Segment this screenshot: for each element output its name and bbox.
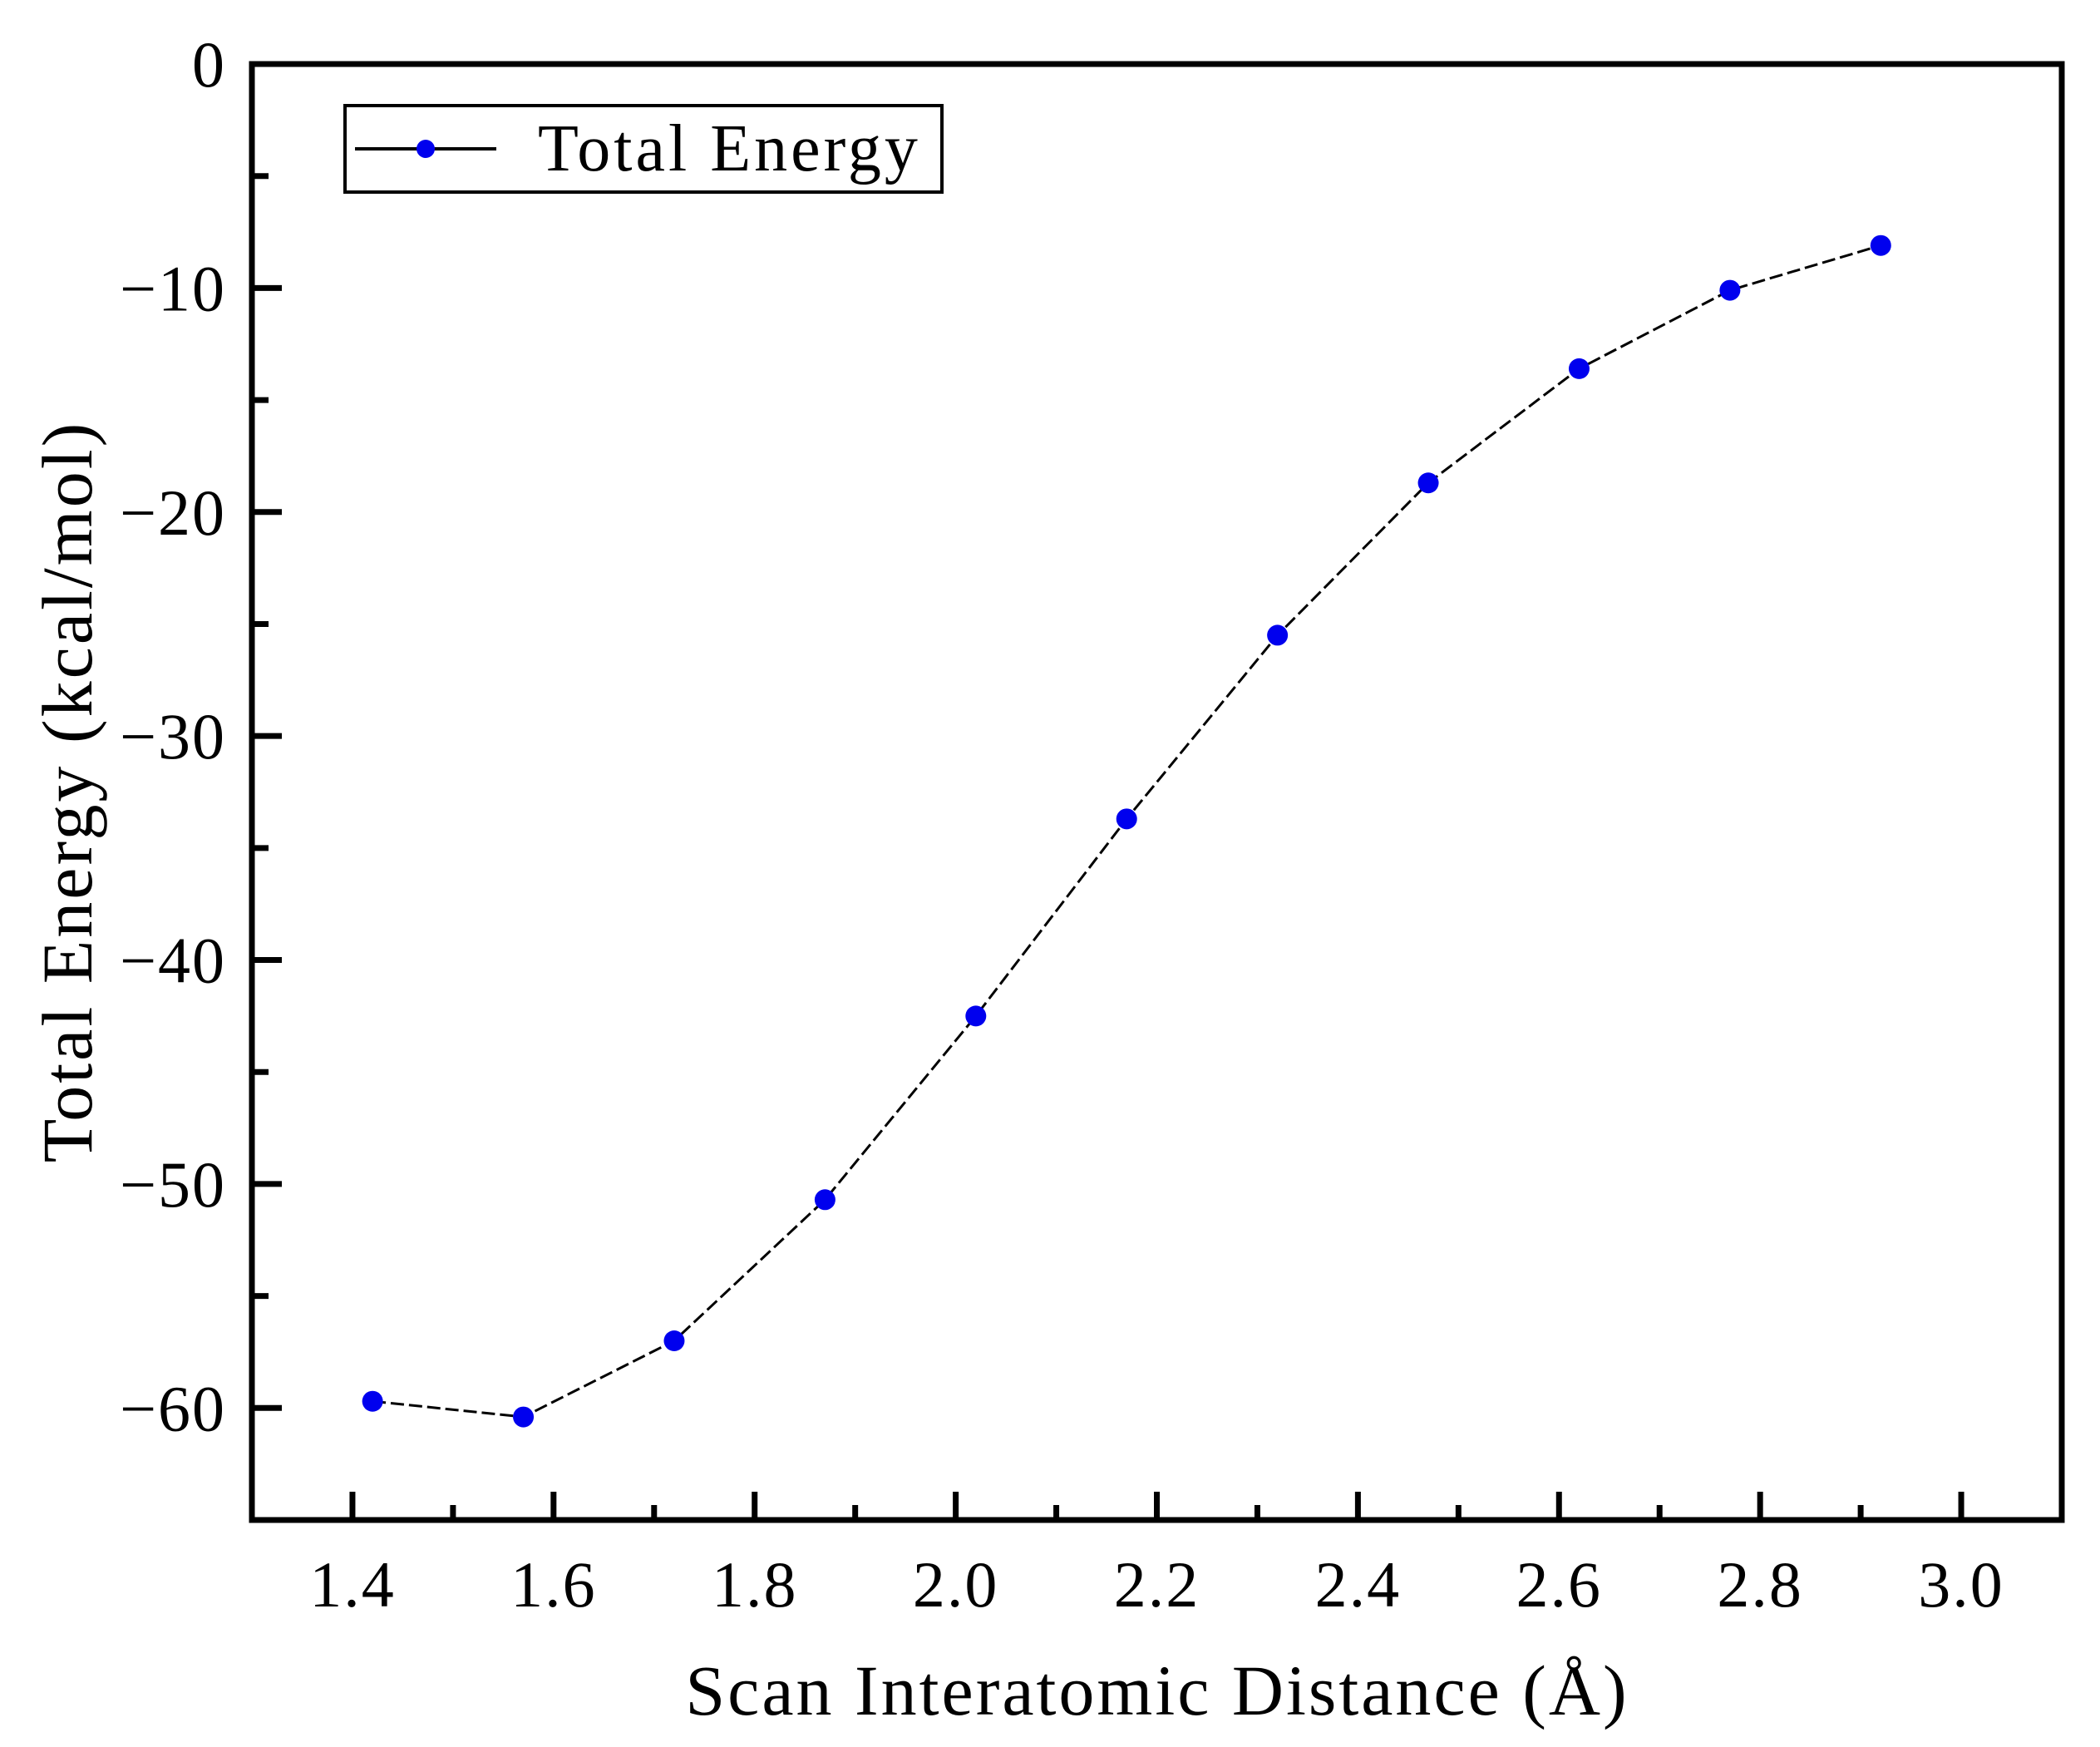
x-tick-label: 3.0 — [1918, 1548, 2004, 1621]
x-tick-label: 2.0 — [913, 1548, 999, 1621]
y-tick-label: 0 — [192, 28, 226, 101]
legend-line-marker-sample — [355, 140, 496, 158]
legend-label: Total Energy — [538, 112, 921, 185]
data-point-marker — [1870, 234, 1891, 256]
legend-sample-marker-icon — [417, 140, 435, 158]
x-tick-label: 1.8 — [712, 1548, 798, 1621]
y-tick-label: −20 — [120, 476, 226, 549]
x-tick-label: 1.6 — [510, 1548, 597, 1621]
y-tick-label: −40 — [120, 925, 226, 997]
y-tick-label: −30 — [120, 700, 226, 772]
data-point-marker — [814, 1189, 836, 1211]
series-line — [372, 244, 1881, 1419]
legend-box: Total Energy — [343, 104, 944, 194]
data-point-marker — [1267, 624, 1289, 646]
y-axis-title: Total Energy (kcal/mol) — [27, 421, 107, 1162]
x-tick-label: 1.4 — [309, 1548, 396, 1621]
data-point-marker — [1568, 358, 1590, 379]
data-point-marker — [362, 1390, 383, 1412]
x-tick-label: 2.8 — [1717, 1548, 1803, 1621]
data-point-marker — [1719, 279, 1741, 301]
x-axis-title: Scan Interatomic Distance (Å) — [685, 1651, 1629, 1730]
data-point-marker — [1116, 808, 1137, 830]
data-point-marker — [513, 1406, 535, 1428]
y-tick-label: −60 — [120, 1372, 226, 1444]
data-point-marker — [663, 1330, 685, 1351]
x-tick-label: 2.6 — [1516, 1548, 1603, 1621]
data-point-marker — [1417, 472, 1439, 494]
x-tick-label: 2.4 — [1315, 1548, 1402, 1621]
plot-frame — [249, 61, 2065, 1523]
data-point-marker — [965, 1005, 987, 1027]
y-tick-label: −50 — [120, 1148, 226, 1221]
x-tick-label: 2.2 — [1114, 1548, 1200, 1621]
y-tick-label: −10 — [120, 252, 226, 324]
